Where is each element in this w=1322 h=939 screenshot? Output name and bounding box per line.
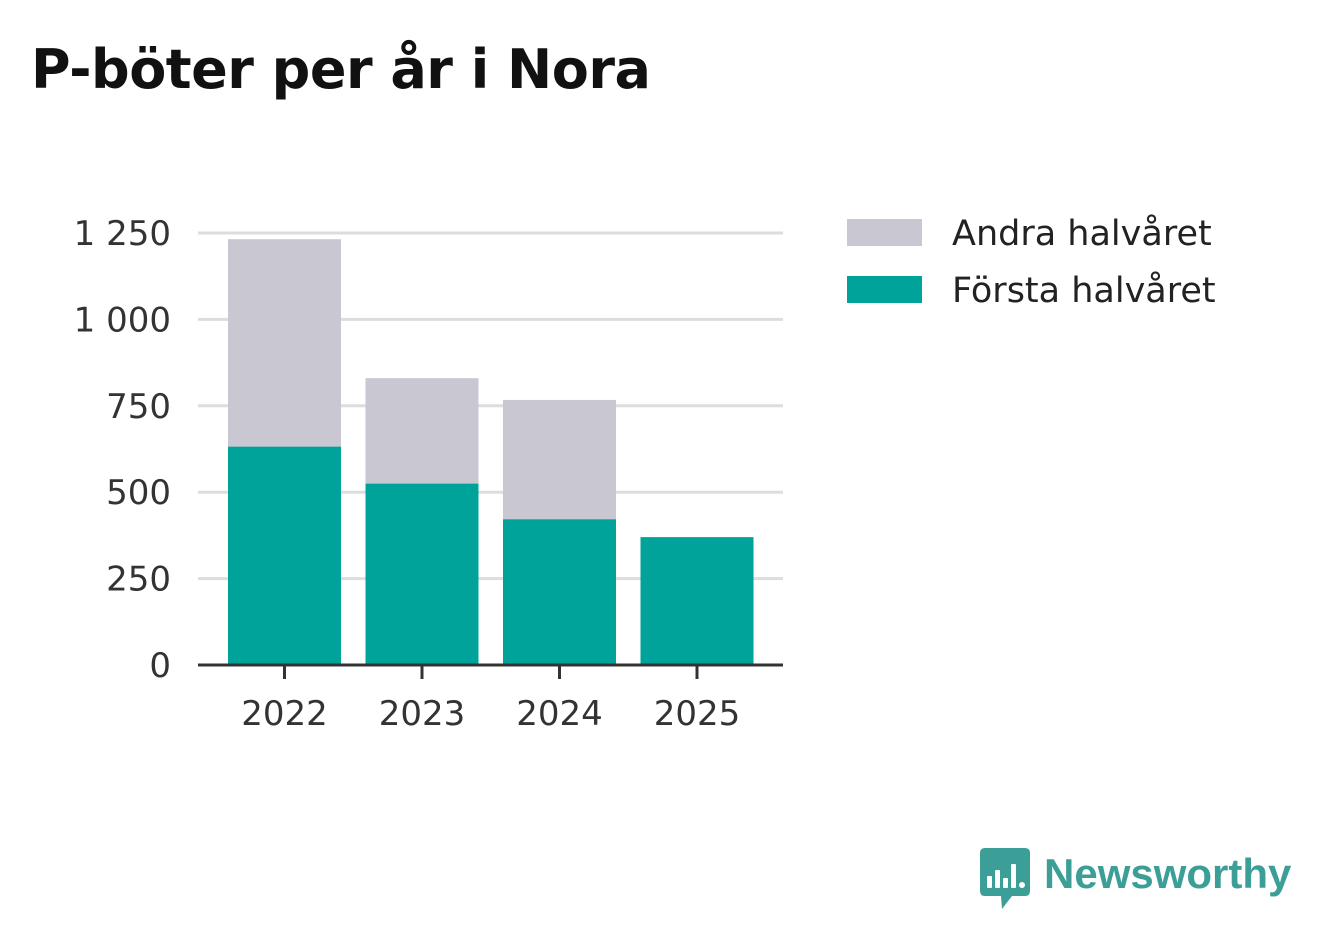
bar-2022-andra-halvaret [228,239,341,447]
legend: Andra halvåret Första halvåret [847,213,1216,311]
newsworthy-logo-icon [980,848,1030,909]
y-tick-label-0: 0 [149,646,171,686]
bars [228,239,754,665]
bar-2023-forsta-halvaret [365,483,479,665]
y-tick-label-1000: 1 000 [74,300,171,340]
y-axis-tick-labels: 0 250 500 750 1 000 1 250 [74,214,171,686]
x-axis-tick-labels: 2022 2023 2024 2025 [241,694,740,734]
newsworthy-logo: Newsworthy [980,848,1291,910]
legend-label-forsta-halvaret: Första halvåret [952,270,1216,311]
x-tick-label-2022: 2022 [241,694,328,734]
y-tick-label-500: 500 [106,473,171,513]
x-tick-label-2024: 2024 [516,694,603,734]
bar-2024-forsta-halvaret [503,519,616,665]
chart-title: P-böter per år i Nora [31,38,651,101]
y-tick-label-1250: 1 250 [74,214,171,254]
legend-label-andra-halvaret: Andra halvåret [952,213,1212,254]
bar-2025-forsta-halvaret [640,537,754,665]
bar-2022-forsta-halvaret [228,446,341,665]
x-tick-label-2025: 2025 [654,694,741,734]
y-tick-label-750: 750 [106,387,171,427]
legend-swatch-forsta-halvaret [847,276,922,303]
bar-2023-andra-halvaret [365,378,479,484]
newsworthy-brand-name: Newsworthy [1044,850,1292,897]
bar-2024-andra-halvaret [503,399,616,520]
y-tick-label-250: 250 [106,560,171,600]
x-axis [198,663,783,679]
legend-swatch-andra-halvaret [847,219,922,246]
x-tick-label-2023: 2023 [379,694,466,734]
